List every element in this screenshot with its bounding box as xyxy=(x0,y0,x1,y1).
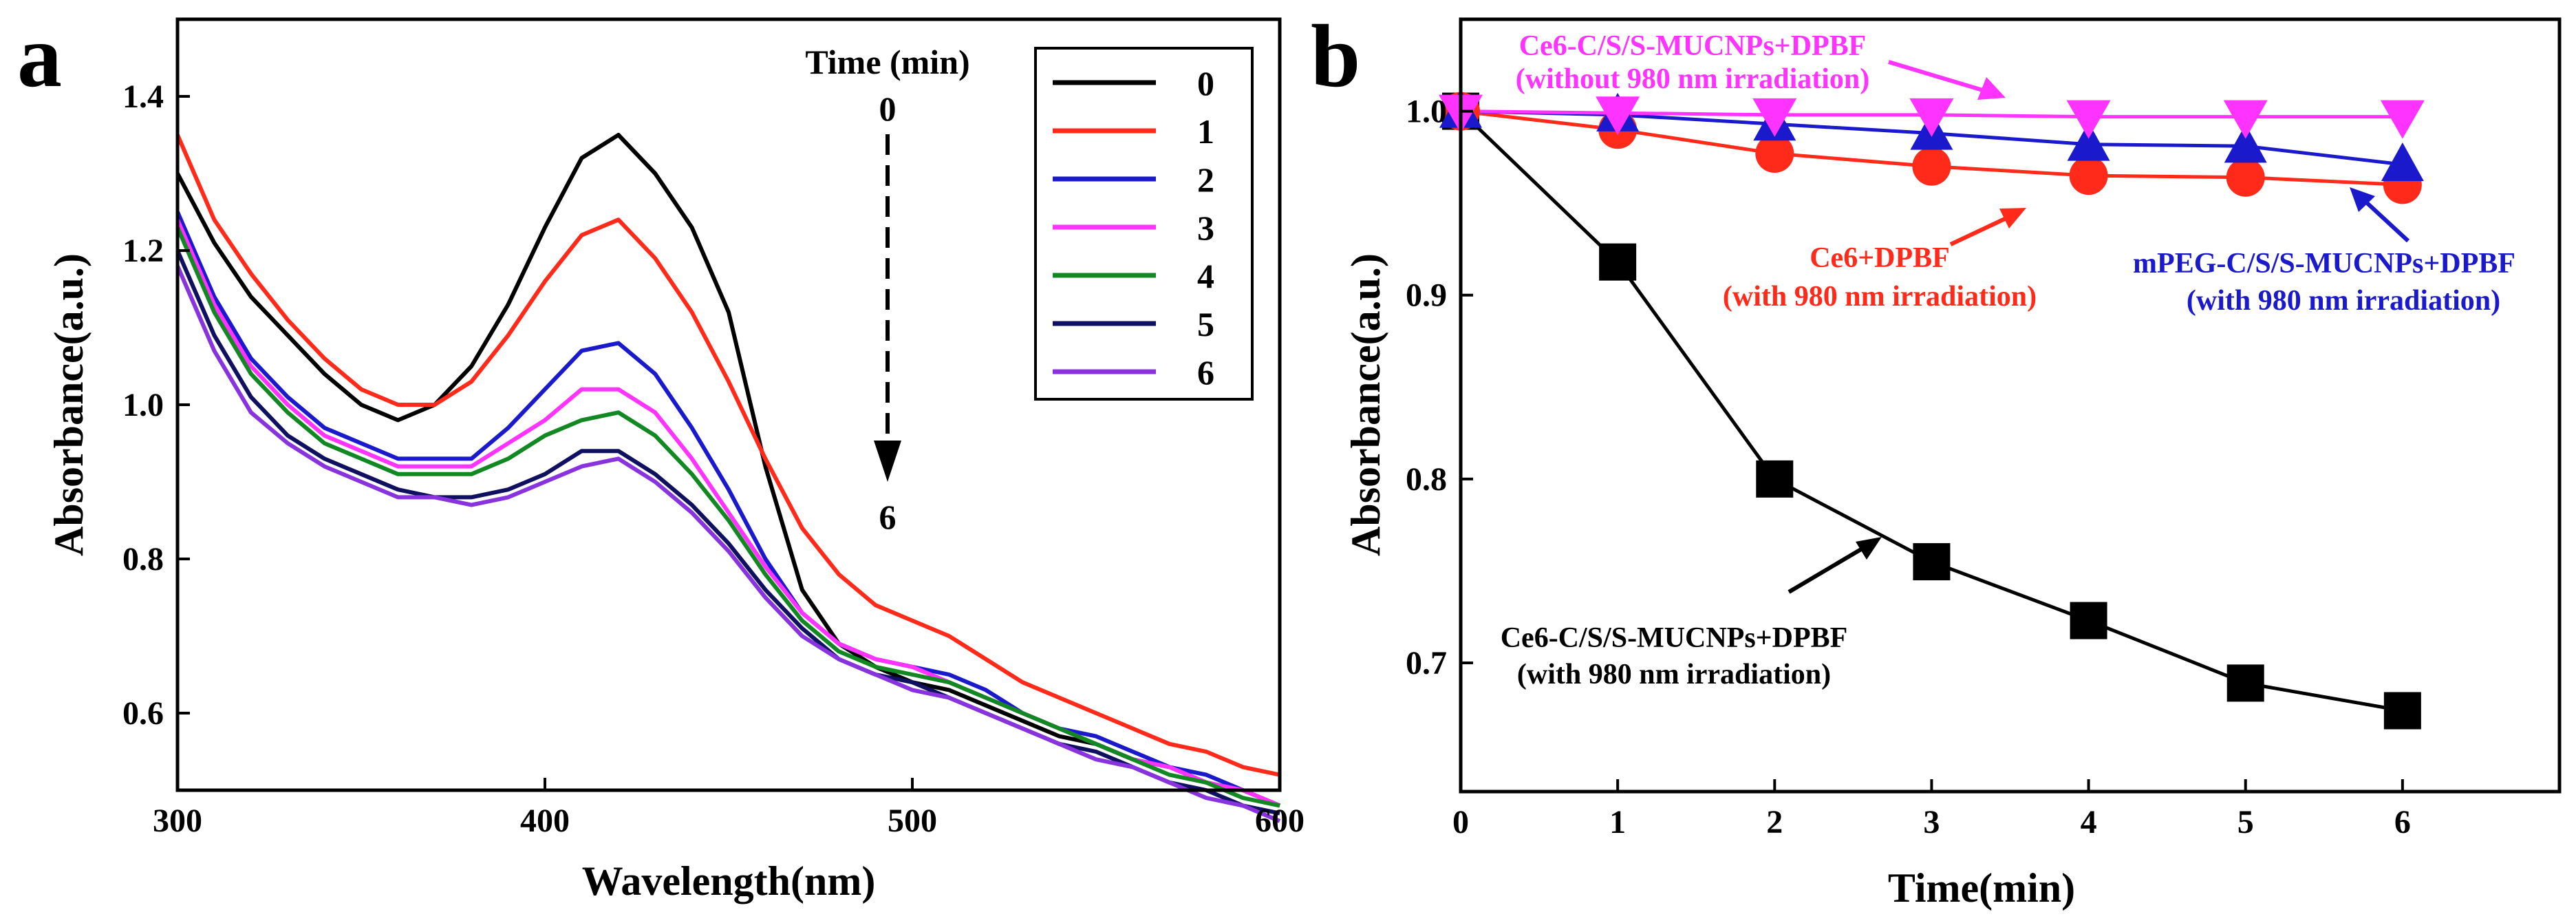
time-annotation-start: 0 xyxy=(879,89,897,128)
time-annotation-arrowhead xyxy=(874,441,901,482)
panel-b-x-tick-label: 0 xyxy=(1452,804,1469,840)
panel-b-y-ticks: 0.7 0.8 0.9 1.0 xyxy=(1406,94,1473,681)
panel-b-y-tick-label: 0.7 xyxy=(1406,645,1447,681)
panel-b-x-axis-title: Time(min) xyxy=(1888,865,2075,911)
panel-b-plot-frame xyxy=(1459,17,2562,794)
annotation-line1: Ce6-C/S/S-MUCNPs+DPBF xyxy=(1501,622,1848,654)
panel-a-x-tick-label: 600 xyxy=(1255,803,1305,839)
legend-label-1: 1 xyxy=(1197,112,1214,151)
panel-letter-b: b xyxy=(1311,7,1360,106)
panel-b-marker-triangle-up xyxy=(2381,142,2424,182)
annotation-line1: Ce6+DPBF xyxy=(1810,242,1950,274)
panel-b-marker-triangle-down xyxy=(2223,100,2268,139)
panel-a-y-tick-label: 0.6 xyxy=(122,695,164,732)
annotation-ce6-cssmucnps-irradiation: Ce6-C/S/S-MUCNPs+DPBF (with 980 nm irrad… xyxy=(1501,537,1882,690)
annotation-arrowhead xyxy=(1999,208,2026,229)
annotation-line1: mPEG-C/S/S-MUCNPs+DPBF xyxy=(2133,248,2515,279)
panel-a-y-tick-label: 1.4 xyxy=(122,78,164,115)
panel-b-x-tick-label: 3 xyxy=(1923,804,1940,840)
panel-a-x-tick-label: 500 xyxy=(888,803,937,839)
annotation-arrow-line xyxy=(1788,545,1866,594)
annotation-arrow-line xyxy=(2361,198,2410,243)
panel-b-marker-square xyxy=(2226,664,2264,702)
panel-a-series xyxy=(175,133,1281,823)
panel-b: b 0 1 2 3 4 5 6 0.7 0.8 0.9 1.0 Time(min) Absorba… xyxy=(1311,7,2562,911)
panel-b-x-tick-label: 2 xyxy=(1766,804,1783,840)
panel-a-x-tick-label: 300 xyxy=(153,803,202,839)
annotation-arrowhead xyxy=(1856,537,1882,560)
panel-b-marker-square xyxy=(2383,692,2421,730)
legend-label-4: 4 xyxy=(1197,257,1214,295)
annotation-line1: Ce6-C/S/S-MUCNPs+DPBF xyxy=(1519,30,1867,62)
panel-b-y-tick-label: 0.8 xyxy=(1406,461,1447,498)
panel-a-legend: 0 1 2 3 4 5 6 xyxy=(1034,47,1254,401)
panel-a-y-ticks: 0.6 0.8 1.0 1.2 1.4 xyxy=(122,78,190,732)
panel-a-series-6-line xyxy=(175,265,1281,823)
annotation-arrow-line xyxy=(1888,60,1993,95)
annotation-line2: (with 980 nm irradiation) xyxy=(2187,285,2500,317)
panel-b-y-tick-label: 0.9 xyxy=(1406,277,1447,314)
legend-label-2: 2 xyxy=(1197,160,1214,199)
panel-a-series-2-line xyxy=(175,211,1281,808)
legend-label-6: 6 xyxy=(1197,353,1214,392)
panel-letter-a: a xyxy=(17,7,62,106)
panel-b-marker-triangle-down xyxy=(2380,100,2425,139)
panel-b-x-ticks: 0 1 2 3 4 5 6 xyxy=(1452,779,2411,840)
panel-a-y-tick-label: 1.0 xyxy=(122,387,164,423)
panel-a-x-axis-title: Wavelength(nm) xyxy=(582,858,876,904)
annotation-arrowhead xyxy=(2350,187,2375,212)
panel-b-series xyxy=(1439,89,2425,730)
panel-a: a 300 400 500 600 0.60.81.01.21.4 Wavelengt… xyxy=(17,7,1305,904)
panel-b-marker-triangle-down xyxy=(1752,98,1797,137)
panel-a-series-1-line xyxy=(175,134,1280,777)
annotation-line2: (without 980 nm irradiation) xyxy=(1516,63,1870,95)
annotation-ce6-dpbf: Ce6+DPBF (with 980 nm irradiation) xyxy=(1723,208,2037,313)
annotation-mpeg-dpbf: mPEG-C/S/S-MUCNPs+DPBF (with 980 nm irra… xyxy=(2133,187,2515,317)
panel-b-x-tick-label: 6 xyxy=(2394,804,2411,840)
panel-b-marker-triangle-down xyxy=(2066,100,2111,139)
panel-a-x-tick-label: 400 xyxy=(520,803,570,839)
legend-label-0: 0 xyxy=(1197,64,1214,103)
time-annotation-title: Time (min) xyxy=(805,43,969,81)
panel-b-y-axis-title: Absorbance(a.u.) xyxy=(1343,253,1388,556)
panel-b-marker-circle xyxy=(1755,134,1794,173)
panel-b-marker-circle xyxy=(2226,158,2265,197)
panel-b-y-tick-label: 1.0 xyxy=(1406,94,1447,130)
panel-a-y-tick-label: 0.8 xyxy=(122,541,164,578)
panel-a-legend-box xyxy=(1034,47,1254,401)
panel-b-x-tick-label: 4 xyxy=(2081,804,2097,840)
annotation-line2: (with 980 nm irradiation) xyxy=(1517,659,1831,690)
panel-a-y-axis-title: Absorbance(a.u.) xyxy=(46,253,92,556)
panel-b-marker-triangle-up xyxy=(2224,124,2267,163)
panel-b-marker-square xyxy=(1913,543,1951,581)
panel-b-marker-square xyxy=(1756,460,1794,498)
panel-b-marker-square xyxy=(1599,243,1637,281)
legend-label-3: 3 xyxy=(1197,209,1214,247)
annotation-arrowhead xyxy=(1977,77,2006,100)
annotation-line2: (with 980 nm irradiation) xyxy=(1723,281,2037,313)
annotation-ce6-cssmucnps-no-irradiation: Ce6-C/S/S-MUCNPs+DPBF (without 980 nm ir… xyxy=(1516,30,2006,100)
panel-b-marker-triangle-up xyxy=(2067,122,2110,161)
panel-b-marker-triangle-down xyxy=(1909,98,1954,137)
panel-a-series-4-line xyxy=(175,226,1280,808)
annotation-arrow-line xyxy=(1949,215,2010,246)
panel-b-x-tick-label: 5 xyxy=(2237,804,2254,840)
panel-b-marker-circle xyxy=(2069,156,2108,195)
panel-b-marker-circle xyxy=(1912,147,1951,186)
panel-a-x-ticks: 300 400 500 600 xyxy=(153,778,1305,839)
panel-a-y-tick-label: 1.2 xyxy=(122,233,164,269)
panel-b-marker-square xyxy=(2070,602,2107,639)
panel-b-x-tick-label: 1 xyxy=(1609,804,1626,840)
legend-label-5: 5 xyxy=(1197,305,1214,343)
time-annotation-end: 6 xyxy=(879,498,897,536)
panel-b-marker-triangle-down xyxy=(1596,96,1640,136)
panel-a-series-5-line xyxy=(175,249,1280,816)
